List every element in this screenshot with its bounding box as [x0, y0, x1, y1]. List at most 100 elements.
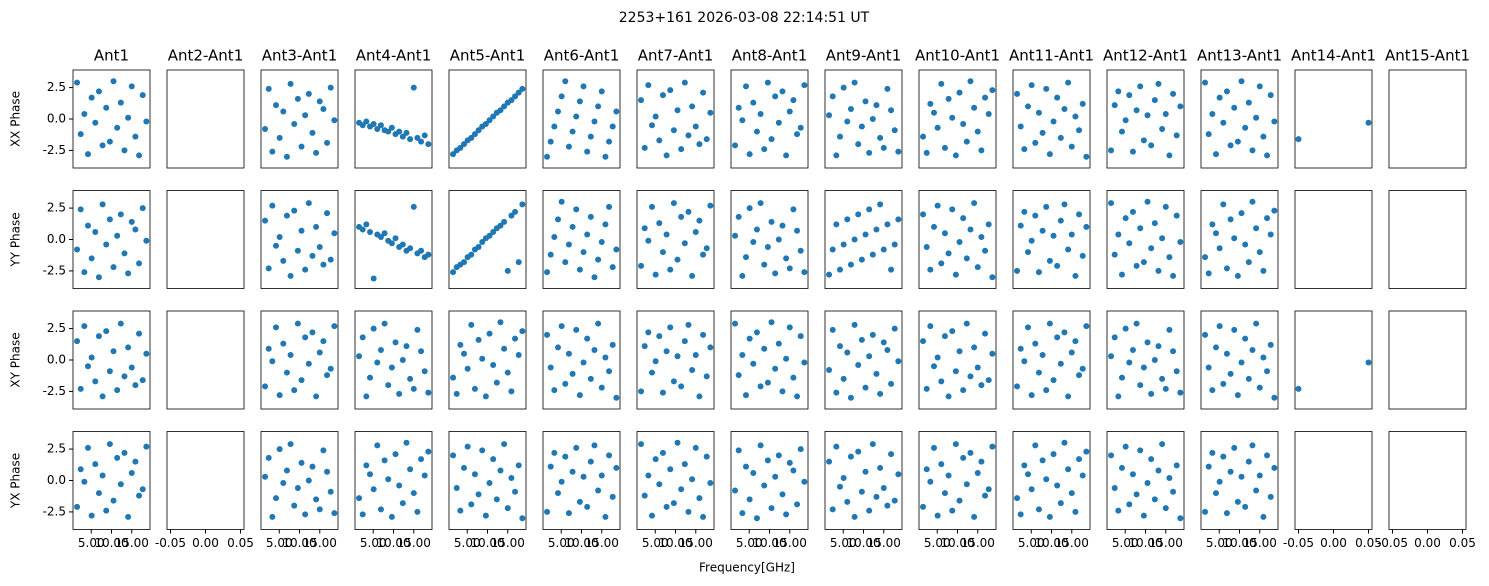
point: [291, 502, 298, 509]
point: [674, 353, 681, 360]
point: [641, 144, 648, 151]
point: [117, 481, 124, 488]
point: [576, 266, 583, 273]
point: [960, 121, 967, 128]
axes-frame: [1294, 190, 1373, 289]
point: [103, 104, 110, 111]
point: [700, 251, 707, 258]
point: [783, 355, 790, 362]
point: [302, 511, 309, 518]
point: [359, 511, 366, 518]
point: [374, 359, 381, 366]
point: [858, 123, 865, 130]
point: [486, 117, 493, 124]
point: [753, 226, 760, 233]
point: [298, 143, 305, 150]
point: [764, 457, 771, 464]
point: [656, 333, 663, 340]
point: [1028, 392, 1035, 399]
point: [1223, 88, 1230, 95]
point: [576, 98, 583, 105]
point: [460, 350, 467, 357]
point: [136, 330, 143, 337]
point: [598, 384, 605, 391]
point: [985, 486, 992, 493]
point: [920, 503, 927, 510]
point: [320, 338, 327, 345]
point: [324, 468, 331, 475]
point: [1212, 151, 1219, 158]
point: [638, 388, 645, 395]
y-tick-label: -2.5: [43, 263, 66, 277]
point: [750, 239, 757, 246]
axes-frame: [260, 69, 339, 169]
point: [949, 206, 956, 213]
point: [1245, 259, 1252, 266]
point: [359, 226, 366, 233]
point: [74, 79, 81, 86]
point: [847, 105, 854, 112]
point: [554, 216, 561, 223]
point: [110, 264, 117, 271]
point: [457, 341, 464, 348]
y-tick-label: 2.5: [47, 201, 66, 215]
point: [287, 80, 294, 87]
axes-frame: [354, 190, 433, 289]
point: [418, 348, 425, 355]
point: [1046, 320, 1053, 327]
point: [139, 377, 146, 384]
point: [779, 388, 786, 395]
point: [99, 393, 106, 400]
point: [613, 464, 620, 471]
axes-frame: [636, 310, 715, 410]
point: [670, 200, 677, 207]
point: [938, 461, 945, 468]
point: [450, 374, 457, 381]
point: [982, 330, 989, 337]
point: [421, 132, 428, 139]
point: [121, 147, 128, 154]
point: [1021, 462, 1028, 469]
column-title: Ant2-Ant1: [168, 47, 243, 65]
point: [562, 259, 569, 266]
point: [117, 99, 124, 106]
point: [81, 478, 88, 485]
point: [1151, 357, 1158, 363]
point: [356, 353, 363, 360]
point: [1072, 338, 1079, 345]
point: [858, 488, 865, 495]
point: [92, 228, 99, 235]
column-title: Ant3-Ant1: [262, 47, 337, 65]
point: [298, 227, 305, 234]
point: [1202, 331, 1209, 338]
point: [757, 442, 764, 449]
point: [1122, 325, 1129, 332]
point: [1108, 147, 1115, 154]
point: [847, 394, 854, 401]
axes-frame: [730, 69, 809, 169]
point: [272, 324, 279, 331]
x-tick-label: 5.00: [548, 536, 575, 550]
point: [1242, 503, 1249, 510]
point: [985, 110, 992, 117]
point: [453, 485, 460, 492]
point: [103, 241, 110, 248]
point: [1212, 490, 1219, 497]
point: [370, 121, 377, 128]
point: [1245, 375, 1252, 382]
point: [327, 256, 334, 263]
point: [923, 385, 930, 392]
point: [703, 373, 710, 380]
point: [399, 357, 406, 363]
point: [1227, 468, 1234, 475]
point: [580, 359, 587, 366]
point: [591, 274, 598, 281]
axes-frame: [542, 431, 621, 530]
point: [576, 392, 583, 399]
point: [128, 364, 135, 371]
column-title: Ant12-Ant1: [1103, 47, 1188, 65]
point: [1035, 109, 1042, 116]
point: [952, 271, 959, 278]
point: [746, 151, 753, 158]
point: [869, 116, 876, 122]
